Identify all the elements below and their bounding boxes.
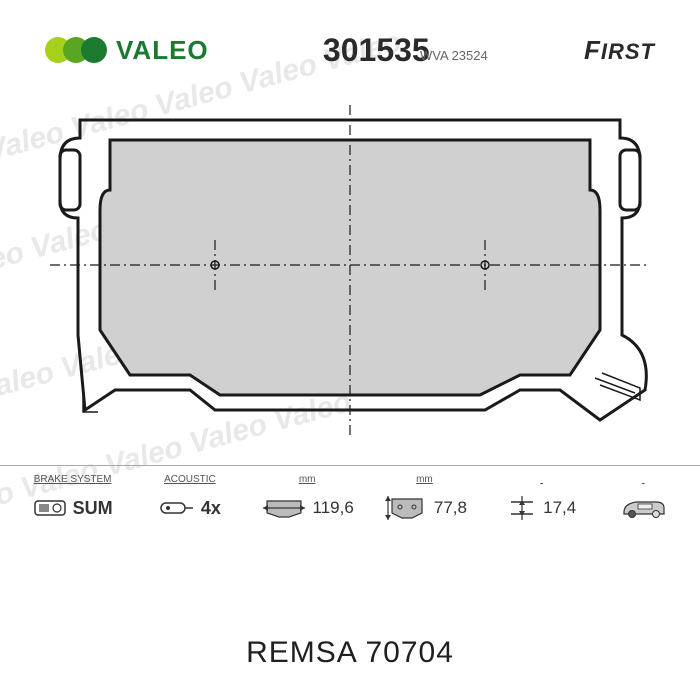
spec-header <box>642 474 645 488</box>
spec-value: 77,8 <box>434 498 467 518</box>
car-front-icon <box>618 496 668 520</box>
spec-acoustic: ACOUSTIC 4x <box>137 474 242 524</box>
header-row: VALEO 301535 WVA 23524 FIRST <box>0 0 700 80</box>
bottom-brand-label: REMSA 70704 <box>0 636 700 670</box>
spec-header: ACOUSTIC <box>164 474 216 488</box>
spec-header: mm <box>416 474 433 488</box>
spec-value: SUM <box>73 498 113 519</box>
spec-height: mm 77,8 <box>372 474 477 524</box>
caliper-icon <box>33 495 67 521</box>
width-icon <box>261 495 307 521</box>
first-text: IRST <box>601 39 655 64</box>
spec-brake-system: BRAKE SYSTEM SUM <box>20 474 125 524</box>
spec-header: BRAKE SYSTEM <box>34 474 112 488</box>
thickness-icon <box>507 494 537 522</box>
first-brand: FIRST <box>584 35 655 66</box>
sensor-icon <box>159 499 195 517</box>
brake-pad-diagram <box>40 90 660 450</box>
height-icon <box>382 493 428 523</box>
wva-code: WVA 23524 <box>420 48 488 63</box>
wva-value: 23524 <box>452 48 488 63</box>
part-number: 301535 <box>169 32 584 69</box>
spec-position <box>606 474 680 524</box>
spec-width: mm 119,6 <box>255 474 360 524</box>
spec-thickness: 17,4 <box>489 474 594 524</box>
spec-value: 119,6 <box>313 498 354 518</box>
spec-value: 17,4 <box>543 498 576 518</box>
logo-circles-icon <box>45 37 107 63</box>
spec-header <box>540 474 543 488</box>
spec-header: mm <box>299 474 316 488</box>
spec-value: 4x <box>201 498 221 519</box>
specs-row: BRAKE SYSTEM SUM ACOUSTIC 4x <box>0 465 700 524</box>
wva-label: WVA <box>420 48 448 63</box>
